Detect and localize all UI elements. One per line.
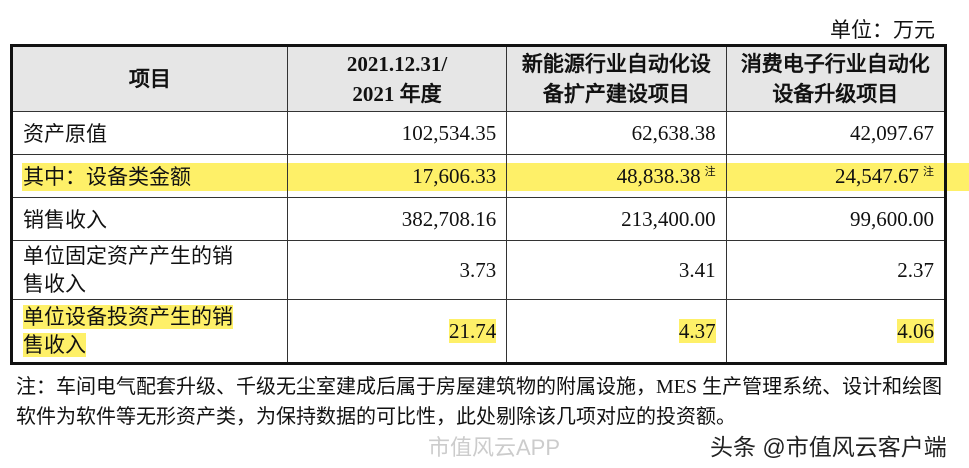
note-marker: 注 bbox=[923, 166, 934, 178]
cell-value: 4.06 bbox=[897, 319, 934, 343]
cell-value: 24,547.67 bbox=[835, 164, 919, 188]
cell: 2.37 bbox=[725, 240, 947, 300]
cell: 102,534.35 bbox=[286, 111, 508, 155]
cell: 213,400.00 bbox=[506, 197, 727, 241]
row-label: 其中：设备类金额 bbox=[11, 154, 288, 198]
cell-value: 48,838.38 bbox=[616, 164, 701, 188]
cell: 3.73 bbox=[286, 240, 508, 300]
cell: 3.41 bbox=[506, 240, 727, 300]
note-marker: 注 bbox=[704, 166, 716, 178]
watermark: 市值风云APP bbox=[428, 435, 561, 460]
header-item: 项目 bbox=[11, 45, 288, 112]
data-table: 项目 2021.12.31/2021 年度 新能源行业自动化设备扩产建设项目 消… bbox=[10, 44, 947, 365]
cell: 48,838.38 注 bbox=[506, 154, 727, 198]
cell: 24,547.67 注 bbox=[725, 154, 947, 198]
cell: 4.37 bbox=[506, 299, 727, 364]
table-row: 单位固定资产产生的销售收入 3.73 3.41 2.37 bbox=[11, 240, 947, 300]
table-row: 其中：设备类金额 17,606.33 48,838.38 注 24,547.67 注 bbox=[11, 154, 947, 198]
row-label: 销售收入 bbox=[11, 197, 288, 241]
cell-value: 21.74 bbox=[448, 319, 497, 343]
cell: 382,708.16 bbox=[286, 197, 508, 241]
table-row: 单位设备投资产生的销售收入 21.74 4.37 4.06 bbox=[11, 299, 947, 364]
cell: 21.74 bbox=[286, 299, 508, 364]
unit-label: 单位：万元 bbox=[830, 18, 935, 42]
cell: 62,638.38 bbox=[506, 111, 727, 155]
cell-value: 4.37 bbox=[678, 319, 716, 343]
credit-text: 头条 @市值风云客户端 bbox=[710, 434, 947, 460]
cell: 17,606.33 bbox=[286, 154, 508, 198]
row-label-text: 单位设备投资产生的销售收入 bbox=[23, 305, 233, 357]
header-row: 项目 2021.12.31/2021 年度 新能源行业自动化设备扩产建设项目 消… bbox=[11, 45, 947, 112]
cell: 4.06 bbox=[725, 299, 947, 364]
row-label: 单位固定资产产生的销售收入 bbox=[11, 240, 288, 300]
table-row: 销售收入 382,708.16 213,400.00 99,600.00 bbox=[11, 197, 947, 241]
header-2021: 2021.12.31/2021 年度 bbox=[286, 45, 508, 112]
table-row: 资产原值 102,534.35 62,638.38 42,097.67 bbox=[11, 111, 947, 155]
footnote: 注：车间电气配套升级、千级无尘室建成后属于房屋建筑物的附属设施，MES 生产管理… bbox=[16, 376, 943, 428]
cell: 42,097.67 bbox=[725, 111, 947, 155]
row-label: 资产原值 bbox=[11, 111, 288, 155]
header-project-2: 消费电子行业自动化设备升级项目 bbox=[725, 45, 947, 112]
header-project-1: 新能源行业自动化设备扩产建设项目 bbox=[506, 45, 727, 112]
cell: 99,600.00 bbox=[725, 197, 947, 241]
row-label: 单位设备投资产生的销售收入 bbox=[11, 299, 288, 364]
